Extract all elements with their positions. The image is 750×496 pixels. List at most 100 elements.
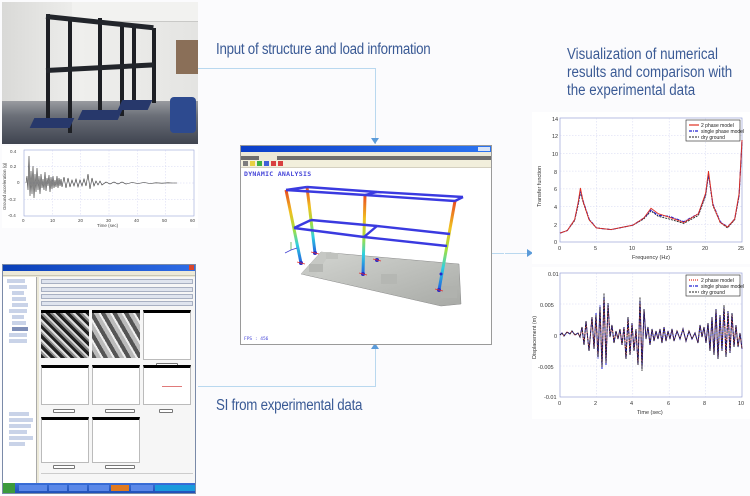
svg-text:14: 14	[552, 117, 558, 123]
svg-text:Time (sec): Time (sec)	[97, 223, 119, 228]
connector-line-output	[505, 253, 527, 254]
svg-text:2 phase model: 2 phase model	[701, 278, 734, 284]
frame-3d-view[interactable]	[241, 146, 492, 345]
record-icon[interactable]	[278, 161, 283, 166]
si-menu-bar[interactable]	[3, 271, 195, 276]
svg-text:10: 10	[629, 246, 635, 252]
svg-text:5: 5	[594, 246, 597, 252]
si-software-window	[2, 264, 196, 494]
svg-text:50: 50	[162, 218, 168, 223]
displacement-chart: 2 phase model single phase model dry gro…	[532, 267, 750, 419]
svg-text:0: 0	[554, 334, 557, 340]
ground-acceleration-chart: 0.4 0.2 0 -0.2 -0.4 0 10 20 30 40 50 60 Time …	[2, 146, 198, 228]
svg-text:10: 10	[50, 218, 56, 223]
svg-text:12: 12	[552, 134, 558, 140]
svg-text:2 phase model: 2 phase model	[701, 123, 734, 129]
svg-text:Frequency (Hz): Frequency (Hz)	[632, 255, 670, 261]
svg-text:dry ground: dry ground	[701, 290, 725, 296]
svg-text:0.4: 0.4	[10, 149, 17, 154]
svg-text:20: 20	[78, 218, 84, 223]
svg-text:Time (sec): Time (sec)	[637, 410, 663, 416]
caption-si: SI from experimental data	[216, 397, 363, 414]
svg-text:20: 20	[702, 246, 708, 252]
graph-panel	[143, 365, 191, 405]
folder-icon[interactable]	[250, 161, 255, 166]
svg-text:8: 8	[703, 401, 706, 407]
svg-text:0: 0	[554, 240, 557, 246]
connector-line-output	[492, 253, 504, 254]
svg-text:0: 0	[22, 218, 25, 223]
image-button[interactable]	[105, 409, 135, 413]
svg-text:0.01: 0.01	[548, 272, 559, 278]
graph-panel	[143, 310, 191, 360]
connector-line-input	[375, 68, 376, 144]
graph-button[interactable]	[53, 409, 75, 413]
svg-text:-0.005: -0.005	[538, 365, 554, 371]
svg-text:6: 6	[554, 187, 557, 193]
arrow-right-icon	[527, 249, 533, 257]
view-icon[interactable]	[264, 161, 269, 166]
svg-text:dry ground: dry ground	[701, 135, 725, 141]
svg-text:10: 10	[738, 401, 744, 407]
analysis-heading: DYNAMIC ANALYSIS	[244, 170, 312, 178]
svg-text:2: 2	[594, 401, 597, 407]
windows-taskbar	[3, 483, 195, 493]
svg-text:10: 10	[552, 152, 558, 158]
svg-text:60: 60	[190, 218, 196, 223]
run-icon[interactable]	[257, 161, 262, 166]
svg-text:single phase model: single phase model	[701, 284, 744, 290]
caption-input: Input of structure and load information	[216, 41, 431, 58]
arrow-up-icon	[371, 343, 379, 349]
connector-line-si	[375, 346, 376, 387]
svg-text:single phase model: single phase model	[701, 129, 744, 135]
menu-bar[interactable]	[241, 152, 491, 156]
si-project-tree[interactable]	[3, 277, 37, 484]
camera-feed-1	[41, 310, 89, 358]
svg-text:0.2: 0.2	[10, 164, 17, 169]
svg-text:-0.4: -0.4	[8, 213, 16, 218]
svg-text:Displacement (m): Displacement (m)	[532, 316, 538, 359]
graph-panel	[92, 365, 140, 405]
graph-panel	[41, 417, 89, 463]
lab-test-photo	[2, 2, 198, 144]
svg-text:4: 4	[554, 205, 557, 211]
caption-visualization: Visualization of numerical results and c…	[567, 46, 733, 99]
tab-bar	[241, 156, 491, 160]
svg-text:2: 2	[554, 223, 557, 229]
svg-text:30: 30	[106, 218, 112, 223]
graph-panel	[41, 365, 89, 405]
close-icon[interactable]	[189, 265, 194, 270]
svg-text:-0.2: -0.2	[8, 197, 16, 202]
svg-text:4: 4	[630, 401, 633, 407]
tool-icon[interactable]	[243, 161, 248, 166]
svg-text:-0.01: -0.01	[544, 395, 557, 401]
image-button[interactable]	[105, 465, 135, 469]
graph-panel	[92, 417, 140, 463]
svg-text:25: 25	[738, 246, 744, 252]
svg-text:Ground acceleration (g): Ground acceleration (g)	[2, 162, 7, 210]
transfer-function-chart: 2 phase model single phase model dry gro…	[532, 112, 750, 264]
si-title-bar	[3, 265, 195, 271]
start-button[interactable]	[3, 483, 15, 493]
tab-dynamic[interactable]	[259, 156, 277, 160]
svg-text:0: 0	[558, 246, 561, 252]
svg-text:Transfer function: Transfer function	[537, 166, 543, 207]
camera-feed-2	[92, 310, 140, 358]
window-title-bar	[241, 146, 491, 152]
fps-status: FPS : 456	[244, 337, 269, 342]
graph-button[interactable]	[53, 465, 75, 469]
svg-text:0: 0	[558, 401, 561, 407]
stop-icon[interactable]	[271, 161, 276, 166]
svg-text:15: 15	[666, 246, 672, 252]
toolbar	[241, 160, 491, 168]
graph-button[interactable]	[159, 409, 173, 413]
dynamic-analysis-window: DYNAMIC ANALYSIS	[240, 145, 492, 345]
arrow-down-icon	[371, 138, 379, 144]
si-main-panel	[39, 277, 195, 484]
svg-text:40: 40	[134, 218, 140, 223]
window-controls[interactable]	[478, 147, 490, 151]
svg-text:0: 0	[17, 180, 20, 185]
svg-text:0.005: 0.005	[540, 303, 554, 309]
connector-line-si	[198, 386, 376, 387]
svg-text:8: 8	[554, 170, 557, 176]
